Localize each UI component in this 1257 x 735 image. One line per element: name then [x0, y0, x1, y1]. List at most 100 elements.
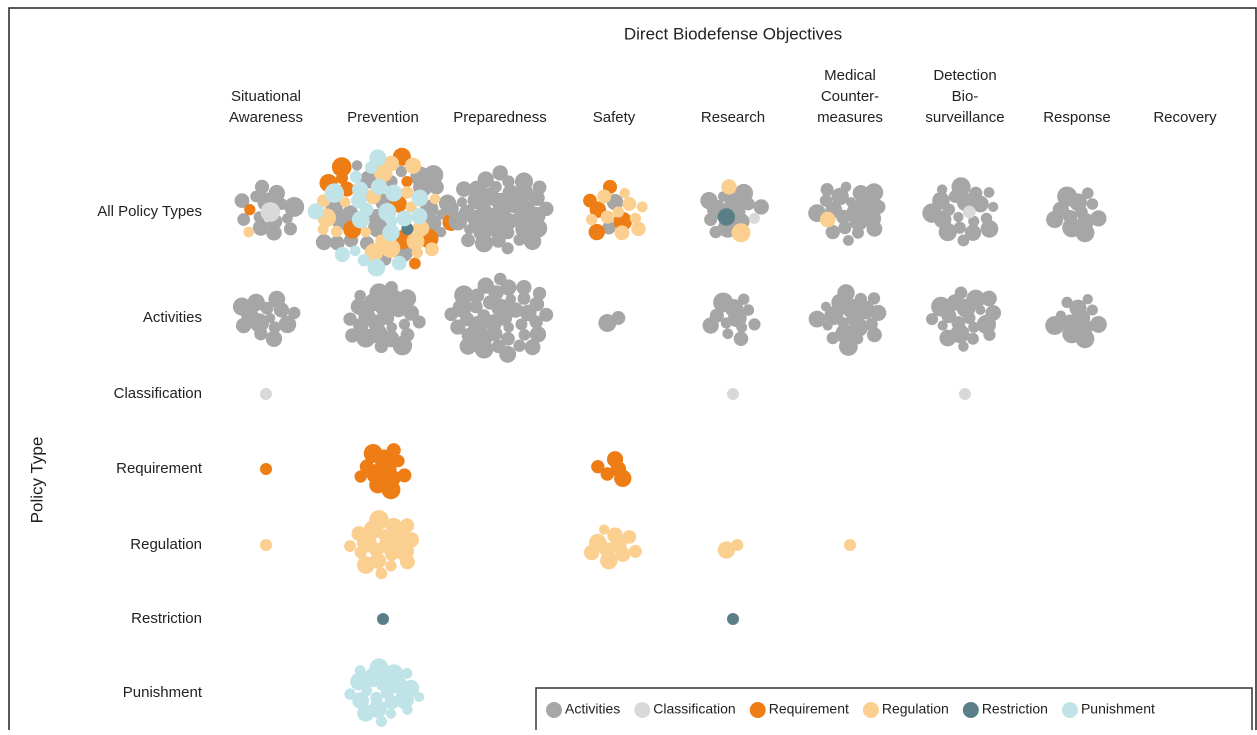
- bubble: [513, 233, 526, 246]
- column-label: Research: [701, 109, 765, 126]
- bubble: [820, 301, 831, 312]
- bubble: [600, 551, 618, 570]
- bubble: [985, 305, 1002, 321]
- bubble: [250, 190, 262, 203]
- bubble: [474, 234, 494, 253]
- bubble: [851, 226, 864, 239]
- column-label: Medical: [824, 67, 876, 84]
- bubble: [350, 672, 368, 691]
- bubble: [369, 149, 387, 167]
- bubble: [266, 225, 282, 241]
- bubble: [538, 201, 554, 217]
- bubble: [939, 329, 957, 347]
- bubble: [357, 704, 375, 722]
- bubble: [398, 318, 411, 331]
- bubble: [491, 233, 506, 248]
- bubble: [503, 322, 515, 333]
- bubble: [254, 327, 268, 341]
- bubble: [351, 526, 367, 542]
- bubble: [1089, 315, 1107, 333]
- row-label: Activities: [143, 309, 202, 326]
- bubble: [867, 327, 882, 343]
- bubble: [414, 691, 425, 703]
- bubble-cluster: [232, 290, 301, 347]
- legend-label: Activities: [565, 701, 620, 717]
- bubble: [717, 191, 729, 202]
- bubble: [364, 243, 384, 262]
- bubble: [713, 292, 734, 313]
- bubble: [585, 213, 598, 226]
- bubble: [369, 283, 389, 303]
- bubble: [385, 708, 397, 719]
- bubble: [636, 201, 648, 213]
- bubble: [981, 290, 997, 307]
- bubble: [397, 468, 412, 483]
- column-label: Situational: [231, 88, 301, 105]
- bubble: [385, 184, 403, 202]
- bubble: [951, 177, 971, 197]
- bubble: [374, 339, 389, 354]
- bubble-cluster: [244, 204, 256, 216]
- bubble: [402, 704, 413, 716]
- column-label: Awareness: [229, 109, 303, 126]
- bubble: [518, 329, 531, 341]
- column-label: surveillance: [925, 109, 1004, 126]
- bubble-cluster: [260, 539, 272, 551]
- bubble: [505, 293, 517, 305]
- bubble: [349, 170, 362, 183]
- bubble: [429, 193, 441, 205]
- bubble: [931, 296, 951, 317]
- bubble: [363, 444, 383, 463]
- bubble-cluster: [343, 281, 426, 356]
- bubble: [404, 157, 422, 174]
- bubble: [720, 317, 732, 329]
- bubble: [1082, 293, 1093, 305]
- bubble: [339, 196, 351, 208]
- bubble: [356, 556, 375, 574]
- bubble: [375, 715, 387, 727]
- legend-label: Punishment: [1081, 701, 1155, 717]
- bubble: [345, 328, 360, 343]
- bubble: [600, 467, 615, 481]
- bubble: [237, 213, 251, 226]
- bubble: [539, 307, 554, 322]
- bubble: [435, 226, 447, 238]
- bubble: [870, 304, 887, 322]
- bubble: [819, 211, 836, 228]
- bubble: [600, 210, 615, 224]
- bubble: [385, 517, 402, 535]
- bubble: [1057, 186, 1078, 207]
- bubble: [386, 443, 401, 458]
- bubble: [507, 302, 524, 318]
- bubble: [822, 320, 833, 331]
- bubble: [456, 196, 468, 208]
- bubble: [524, 339, 541, 356]
- legend-swatch: [749, 702, 766, 718]
- bubble: [252, 219, 269, 236]
- bubble: [232, 297, 252, 316]
- bubble-cluster: [727, 613, 739, 625]
- bubble: [456, 181, 472, 197]
- bubble: [808, 310, 826, 328]
- bubble: [614, 225, 630, 241]
- bubble: [727, 388, 739, 400]
- bubble: [748, 212, 760, 224]
- bubble: [448, 211, 468, 231]
- bubble: [384, 281, 398, 294]
- bubble-cluster: [808, 181, 886, 246]
- column-label: Detection: [933, 67, 996, 84]
- bubble: [964, 224, 982, 241]
- bubble: [517, 292, 531, 305]
- bubble: [474, 339, 494, 359]
- legend-label: Regulation: [882, 701, 949, 717]
- bubble: [619, 187, 631, 199]
- bubble: [854, 292, 868, 306]
- bubble: [837, 284, 855, 302]
- legend-swatch: [862, 702, 879, 718]
- bubble: [424, 242, 439, 257]
- bubble: [369, 510, 389, 530]
- bubble: [738, 293, 750, 305]
- bubble: [700, 191, 718, 210]
- bubble: [284, 196, 305, 217]
- bubble-cluster: [344, 510, 419, 580]
